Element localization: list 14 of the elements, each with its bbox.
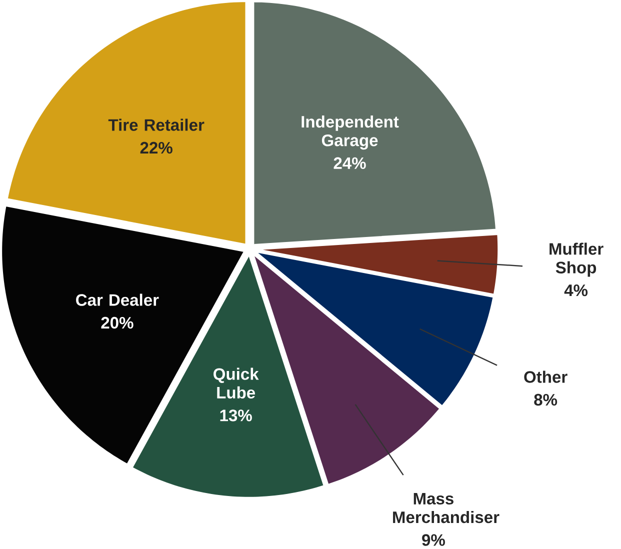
slice-label: Muffler Shop: [550, 242, 604, 277]
data-label: 22%: [140, 142, 172, 154]
data-label: 20%: [101, 316, 134, 328]
slice-label: Tire Retailer: [108, 118, 204, 131]
data-label: 9%: [422, 534, 445, 546]
data-label: 13%: [220, 409, 252, 422]
data-label: 4%: [564, 284, 588, 296]
slice-label: Other: [524, 370, 568, 383]
data-label: 24%: [334, 157, 366, 169]
slice-label: Car Dealer: [76, 294, 159, 306]
slice-label: Mass Merchandiser: [393, 492, 500, 523]
data-label: 8%: [534, 394, 558, 406]
slice-label: Quick Lube: [214, 368, 259, 398]
slice-label: Independent Garage: [302, 115, 399, 150]
